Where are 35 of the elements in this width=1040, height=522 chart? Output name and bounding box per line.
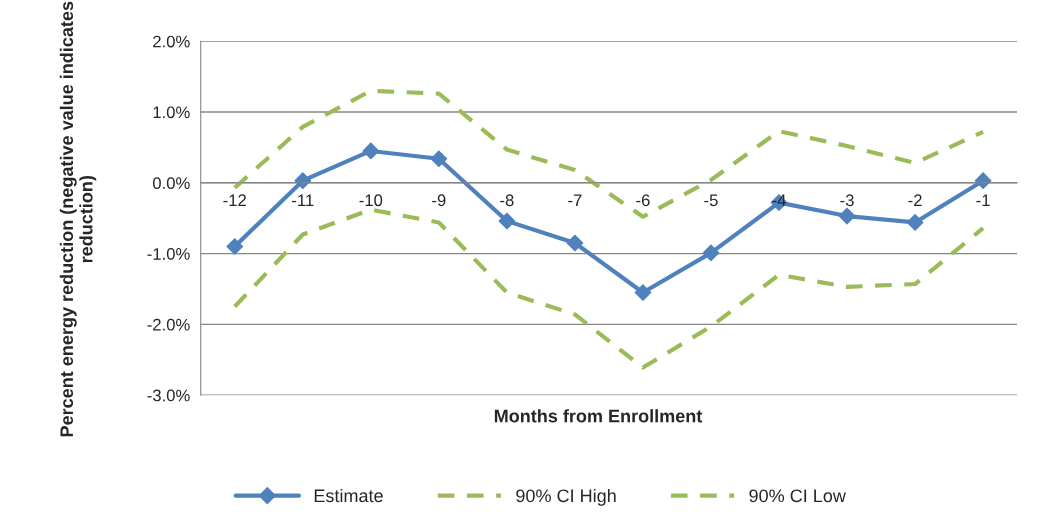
x-tick-label: -4	[772, 194, 786, 206]
point	[634, 284, 652, 301]
x-tick-label: -7	[568, 194, 582, 206]
point	[838, 207, 856, 225]
point	[430, 150, 448, 168]
y-tick-label: 0.0%	[152, 177, 190, 190]
y-axis-title: Percent energy reduction (negative value indicates reduction)	[59, 1, 97, 437]
legend-label: Estimate	[314, 488, 383, 503]
point	[226, 238, 244, 255]
x-tick-label: -5	[704, 194, 718, 207]
point	[498, 212, 516, 230]
x-tick-label: -2	[908, 194, 922, 206]
point	[974, 172, 992, 190]
x-tick-label: -11	[292, 194, 314, 206]
point	[362, 142, 380, 160]
x-tick-label: -9	[432, 194, 446, 207]
y-tick-label: -1.0%	[147, 247, 190, 260]
y-tick-label: -3.0%	[147, 389, 190, 402]
x-tick-label: -3	[840, 194, 854, 207]
y-tick-label: 2.0%	[153, 35, 190, 48]
point	[566, 234, 584, 252]
point	[702, 244, 720, 262]
point	[906, 214, 924, 231]
x-tick-label: -12	[223, 194, 246, 206]
x-tick-label: -6	[636, 194, 650, 207]
point	[294, 172, 312, 190]
y-tick-label: 1.0%	[153, 106, 190, 119]
legend-label: 90% CI High	[516, 488, 616, 506]
line-series	[232, 207, 986, 370]
x-tick-label: -1	[976, 194, 990, 206]
y-tick-label: -2.0%	[147, 318, 190, 331]
x-axis-title: Months from Enrollment	[494, 409, 703, 423]
x-tick-label: -10	[359, 194, 383, 207]
x-tick-label: -8	[500, 194, 514, 207]
legend-label: 90% CI Low	[749, 489, 846, 503]
